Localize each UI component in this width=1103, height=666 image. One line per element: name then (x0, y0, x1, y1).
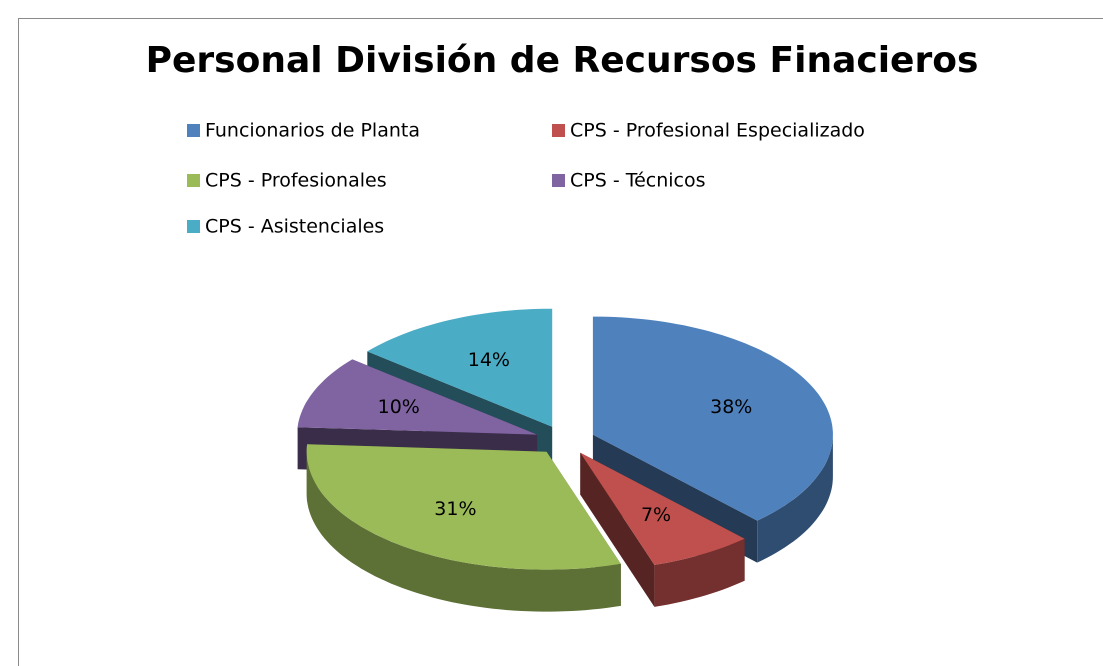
slice (580, 452, 745, 607)
data-label: 10% (378, 396, 420, 418)
legend-label: CPS - Profesionales (205, 170, 387, 192)
legend-label: CPS - Asistenciales (205, 216, 384, 238)
legend-label: CPS - Técnicos (570, 170, 706, 192)
legend-label: Funcionarios de Planta (205, 120, 420, 142)
slice-side (580, 452, 655, 607)
legend-swatch (187, 174, 200, 187)
slice-top (297, 359, 538, 435)
legend-label: CPS - Profesional Especializado (570, 120, 865, 142)
slice-top (580, 452, 745, 565)
slice-wall (654, 538, 745, 607)
slice (306, 444, 621, 612)
legend-swatch (552, 124, 565, 137)
slice-top (367, 308, 553, 427)
chart-title: Personal División de Recursos Finacieros (146, 40, 979, 81)
legend-swatch (187, 220, 200, 233)
slice-top (306, 444, 621, 570)
slice-top (592, 316, 833, 521)
legend-swatch (552, 174, 565, 187)
data-label: 31% (434, 498, 476, 520)
data-label: 38% (710, 396, 752, 418)
data-label: 7% (641, 504, 671, 526)
data-label: 14% (468, 349, 510, 371)
slice-wall (306, 451, 621, 612)
legend-swatch (187, 124, 200, 137)
slice-wall (757, 434, 833, 563)
